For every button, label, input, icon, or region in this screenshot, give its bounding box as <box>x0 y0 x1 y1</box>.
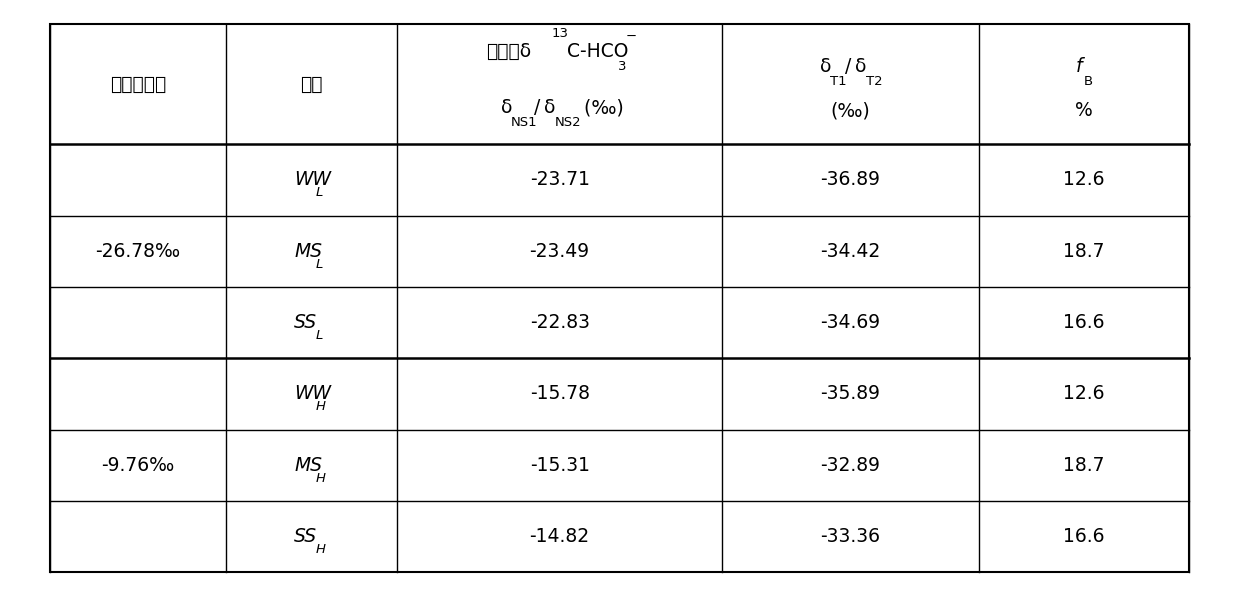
Text: L: L <box>316 329 323 342</box>
Text: WW: WW <box>295 171 331 189</box>
Text: C-HCO: C-HCO <box>566 42 628 61</box>
Text: -9.76‰: -9.76‰ <box>102 456 175 475</box>
Text: WW: WW <box>295 385 331 404</box>
Text: -23.71: -23.71 <box>529 171 590 189</box>
Text: -36.89: -36.89 <box>820 171 881 189</box>
Text: L: L <box>316 186 323 199</box>
Text: H: H <box>316 543 326 556</box>
Text: 处理: 处理 <box>301 74 323 93</box>
Text: δ: δ <box>501 98 513 117</box>
Text: 培养液δ: 培养液δ <box>486 42 532 61</box>
Text: 3: 3 <box>617 60 626 73</box>
Text: NS2: NS2 <box>555 116 581 129</box>
Text: T2: T2 <box>866 74 882 87</box>
Text: 12.6: 12.6 <box>1063 385 1105 404</box>
Text: (‰): (‰) <box>830 101 870 120</box>
Text: -15.78: -15.78 <box>529 385 590 404</box>
Text: -34.42: -34.42 <box>820 242 881 261</box>
Text: T1: T1 <box>830 74 846 87</box>
Text: -32.89: -32.89 <box>820 456 881 475</box>
Text: -26.78‰: -26.78‰ <box>95 242 181 261</box>
Text: f: f <box>1077 57 1083 76</box>
Text: -33.36: -33.36 <box>820 527 881 546</box>
Text: SS: SS <box>295 527 317 546</box>
Text: -23.49: -23.49 <box>529 242 590 261</box>
Text: 18.7: 18.7 <box>1063 242 1105 261</box>
Text: /: / <box>845 57 851 76</box>
Text: 16.6: 16.6 <box>1063 527 1105 546</box>
Text: 13: 13 <box>551 27 569 40</box>
Text: MS: MS <box>295 456 322 475</box>
Text: SS: SS <box>295 313 317 332</box>
Text: -22.83: -22.83 <box>529 313 590 332</box>
Text: NS1: NS1 <box>512 116 538 129</box>
Text: δ: δ <box>820 57 831 76</box>
Text: (‰): (‰) <box>577 98 623 117</box>
Text: δ: δ <box>544 98 556 117</box>
Text: 同位素标记: 同位素标记 <box>110 74 166 93</box>
Text: 12.6: 12.6 <box>1063 171 1105 189</box>
Text: -34.69: -34.69 <box>820 313 881 332</box>
Text: -35.89: -35.89 <box>820 385 881 404</box>
Text: H: H <box>316 472 326 485</box>
Text: MS: MS <box>295 242 322 261</box>
Text: H: H <box>316 401 326 414</box>
Text: -14.82: -14.82 <box>529 527 590 546</box>
Text: δ: δ <box>855 57 867 76</box>
Text: -15.31: -15.31 <box>529 456 590 475</box>
Text: −: − <box>626 30 637 43</box>
Text: L: L <box>316 258 323 271</box>
Text: 16.6: 16.6 <box>1063 313 1105 332</box>
Text: 18.7: 18.7 <box>1063 456 1105 475</box>
Text: %: % <box>1075 101 1093 120</box>
Text: /: / <box>534 98 540 117</box>
Text: B: B <box>1084 74 1093 87</box>
